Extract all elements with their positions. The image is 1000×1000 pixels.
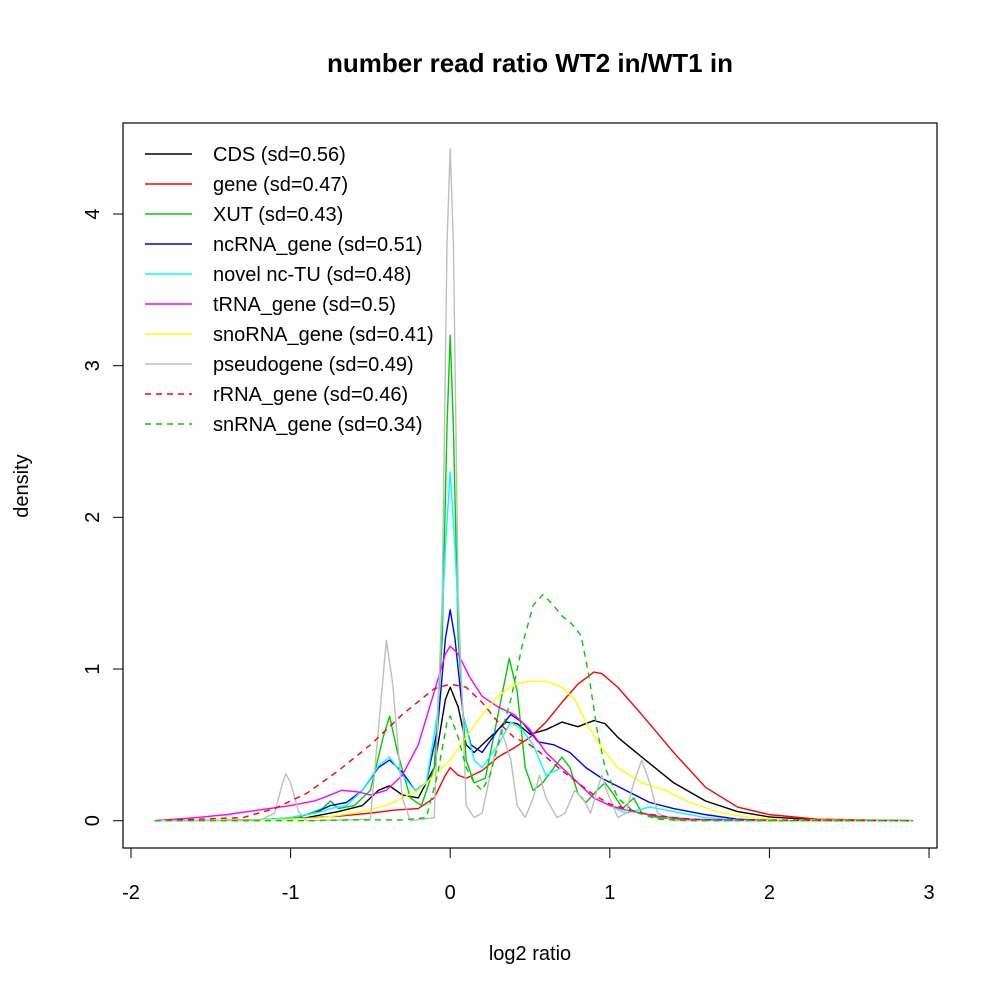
legend-item: CDS (sd=0.56) xyxy=(145,144,346,166)
series-line-2 xyxy=(154,334,914,822)
x-axis: -2 -1 0 1 2 3 xyxy=(122,847,935,904)
legend-label: ncRNA_gene (sd=0.51) xyxy=(213,234,423,256)
legend-item: XUT (sd=0.43) xyxy=(145,204,343,226)
legend-item: snRNA_gene (sd=0.34) xyxy=(145,414,423,436)
x-tick-label: 3 xyxy=(923,882,934,904)
legend-item: pseudogene (sd=0.49) xyxy=(145,354,414,376)
x-tick-label: -2 xyxy=(122,882,140,904)
x-tick-label: 0 xyxy=(445,882,456,904)
legend-item: ncRNA_gene (sd=0.51) xyxy=(145,234,423,256)
y-tick-label: 1 xyxy=(82,663,104,674)
series-line-8 xyxy=(154,683,914,822)
series-line-6 xyxy=(154,680,914,822)
x-tick-label: 1 xyxy=(604,882,615,904)
chart-title: number read ratio WT2 in/WT1 in xyxy=(327,48,733,78)
legend-label: gene (sd=0.47) xyxy=(213,174,348,196)
y-tick-label: 0 xyxy=(82,815,104,826)
y-tick-label: 3 xyxy=(82,360,104,371)
y-tick-label: 4 xyxy=(82,208,104,219)
legend-label: rRNA_gene (sd=0.46) xyxy=(213,384,408,406)
series-line-1 xyxy=(154,671,914,822)
legend-label: pseudogene (sd=0.49) xyxy=(213,354,414,376)
x-tick-label: -1 xyxy=(282,882,300,904)
legend-label: CDS (sd=0.56) xyxy=(213,144,346,166)
y-axis-label: density xyxy=(11,454,33,517)
legend-item: novel nc-TU (sd=0.48) xyxy=(145,264,411,286)
x-axis-label: log2 ratio xyxy=(489,943,571,965)
legend-label: tRNA_gene (sd=0.5) xyxy=(213,294,396,316)
legend-item: rRNA_gene (sd=0.46) xyxy=(145,384,408,406)
series-line-9 xyxy=(154,594,914,822)
legend-item: tRNA_gene (sd=0.5) xyxy=(145,294,396,316)
x-tick-label: 2 xyxy=(764,882,775,904)
series-line-5 xyxy=(154,645,914,822)
legend: CDS (sd=0.56) gene (sd=0.47) XUT (sd=0.43)… xyxy=(145,144,434,436)
legend-item: gene (sd=0.47) xyxy=(145,174,348,196)
y-tick-label: 2 xyxy=(82,512,104,523)
series-line-4 xyxy=(154,471,914,822)
series-layer xyxy=(154,148,914,822)
legend-label: XUT (sd=0.43) xyxy=(213,204,343,226)
y-axis: 0 1 2 3 4 xyxy=(82,208,124,826)
legend-item: snoRNA_gene (sd=0.41) xyxy=(145,324,434,346)
legend-label: snRNA_gene (sd=0.34) xyxy=(213,414,423,436)
legend-label: snoRNA_gene (sd=0.41) xyxy=(213,324,434,346)
series-line-7 xyxy=(154,148,914,822)
legend-label: novel nc-TU (sd=0.48) xyxy=(213,264,411,286)
